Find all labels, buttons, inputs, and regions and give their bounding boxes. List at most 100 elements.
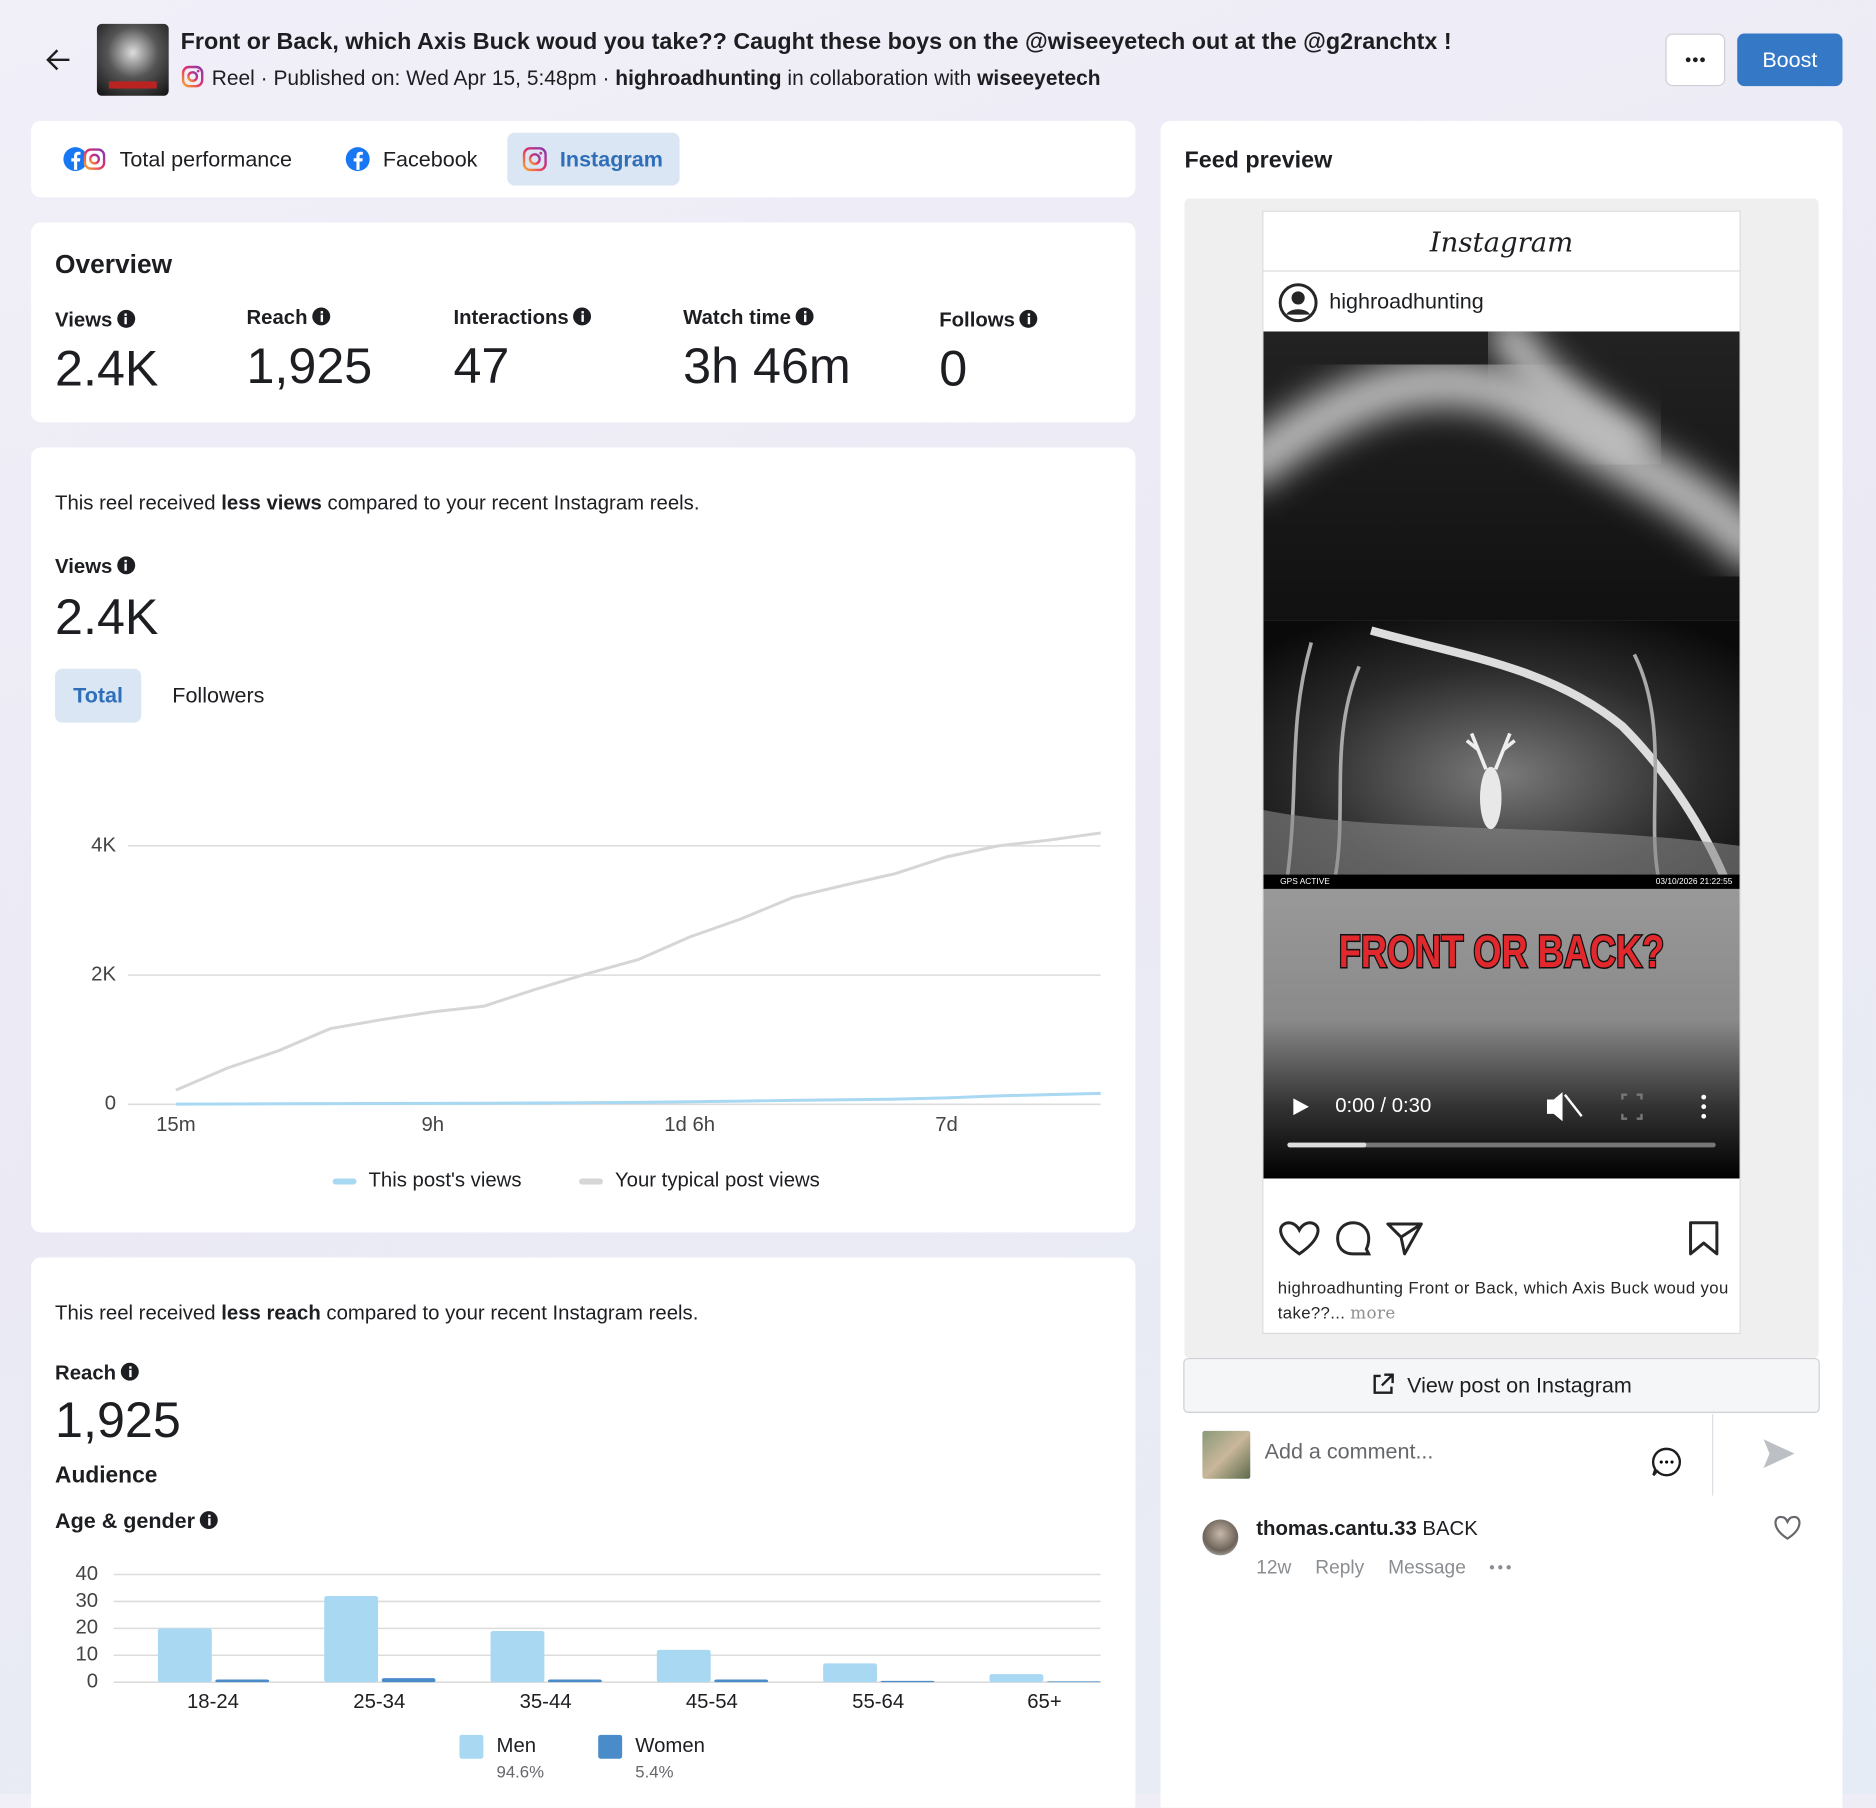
bar xyxy=(989,1674,1044,1683)
facebook-icon xyxy=(345,147,370,172)
overview-title: Overview xyxy=(55,248,173,279)
metric-value: 2.4K xyxy=(55,339,159,397)
view-post-label: View post on Instagram xyxy=(1407,1373,1632,1398)
metric-label: Views xyxy=(55,308,113,332)
bar xyxy=(880,1680,935,1683)
account[interactable]: highroadhunting xyxy=(615,65,782,90)
overview-card: Overview Views 2.4K Reach 1,925 Interactio… xyxy=(31,222,1136,423)
send-icon[interactable] xyxy=(1761,1437,1797,1471)
caption-text: Front or Back, which Axis Buck woud you … xyxy=(1277,1277,1729,1323)
tab[interactable]: Total performance xyxy=(48,133,309,186)
comment-icon[interactable] xyxy=(1336,1221,1372,1256)
tab-label: Instagram xyxy=(559,147,663,172)
post-meta: Reel · Published on: Wed Apr 15, 5:48pm … xyxy=(181,65,1101,91)
toggle[interactable]: Followers xyxy=(172,683,265,708)
published: · Published on: Wed Apr 15, 5:48pm · xyxy=(260,65,610,90)
like-icon[interactable] xyxy=(1279,1221,1320,1256)
metric: Views 2.4K xyxy=(55,309,158,398)
comment-input[interactable]: Add a comment... xyxy=(1264,1439,1434,1464)
comment-user[interactable]: thomas.cantu.33 xyxy=(1256,1517,1417,1540)
emoji-icon[interactable] xyxy=(1651,1446,1682,1477)
view-post-button[interactable]: View post on Instagram xyxy=(1183,1357,1820,1413)
x-tick-label: 65+ xyxy=(1027,1691,1061,1713)
notice-emphasis: less views xyxy=(221,491,322,515)
reply-link[interactable]: Reply xyxy=(1315,1557,1365,1579)
legend-swatch xyxy=(332,1178,357,1185)
views-label: Views xyxy=(55,555,136,579)
info-icon[interactable] xyxy=(795,307,814,326)
tab[interactable]: Facebook xyxy=(330,133,494,186)
legend-share: 5.4% xyxy=(635,1763,673,1782)
label: Reach xyxy=(55,1361,117,1385)
message-link[interactable]: Message xyxy=(1388,1557,1466,1579)
post-type: Reel xyxy=(211,65,255,90)
x-tick-label: 1d 6h xyxy=(664,1114,715,1136)
camera-status: GPS ACTIVE xyxy=(1280,876,1330,886)
y-tick-label: 2K xyxy=(91,963,116,985)
progress-track[interactable] xyxy=(1287,1142,1716,1148)
share-icon[interactable] xyxy=(1386,1222,1423,1256)
collaborator[interactable]: wiseeyetech xyxy=(977,65,1101,90)
instagram-post: Instagram highroadhunting GPS ACTIVE 0 xyxy=(1262,210,1741,1335)
commenter-avatar xyxy=(1202,1430,1251,1479)
bar xyxy=(215,1679,270,1683)
y-tick-label: 0 xyxy=(105,1093,116,1115)
back-button[interactable] xyxy=(45,48,71,72)
legend-swatch xyxy=(598,1734,623,1759)
play-icon[interactable] xyxy=(1293,1098,1309,1116)
comment-more[interactable] xyxy=(1487,1561,1513,1573)
bar xyxy=(157,1628,212,1683)
info-icon[interactable] xyxy=(117,309,136,328)
tab-active[interactable]: Instagram xyxy=(507,132,680,186)
username[interactable]: highroadhunting xyxy=(1329,289,1484,314)
audience-title: Audience xyxy=(55,1463,158,1489)
progress-fill xyxy=(1287,1142,1367,1148)
caption: highroadhunting Front or Back, which Axi… xyxy=(1278,1275,1733,1326)
video[interactable]: GPS ACTIVE 03/10/2026 21:22:55 FRONT OR … xyxy=(1263,331,1740,1179)
legend-label: Women xyxy=(635,1735,705,1757)
info-icon[interactable] xyxy=(1019,309,1038,328)
toggle-active[interactable]: Total xyxy=(55,668,142,723)
info-icon[interactable] xyxy=(117,556,136,575)
comment-age: 12w xyxy=(1256,1557,1292,1579)
views-value: 2.4K xyxy=(55,588,159,645)
tabs-card: Total performance Facebook Instagram xyxy=(31,120,1136,198)
metric: Reach 1,925 xyxy=(246,306,372,395)
info-icon[interactable] xyxy=(120,1362,139,1381)
bar xyxy=(714,1679,769,1683)
metric: Interactions 47 xyxy=(453,306,592,395)
info-icon[interactable] xyxy=(312,307,331,326)
metric-label: Interactions xyxy=(453,306,569,330)
legend-swatch xyxy=(579,1178,604,1185)
feed-preview-card: Feed preview Instagram highroadhunting xyxy=(1160,120,1843,1808)
metric: Follows 0 xyxy=(939,308,1038,398)
info-icon[interactable] xyxy=(199,1511,218,1530)
metric-label: Follows xyxy=(939,308,1015,332)
series-line xyxy=(175,831,1101,1092)
notice-text: compared to your recent Instagram reels. xyxy=(327,491,700,515)
more-link[interactable]: more xyxy=(1350,1304,1396,1324)
mute-icon[interactable] xyxy=(1546,1092,1583,1122)
bar xyxy=(823,1663,877,1683)
y-tick-label: 40 xyxy=(75,1563,98,1585)
series-line xyxy=(175,1091,1101,1106)
bar xyxy=(490,1631,545,1683)
save-icon[interactable] xyxy=(1689,1221,1719,1256)
external-icon xyxy=(1373,1373,1394,1394)
comment-like[interactable] xyxy=(1773,1515,1802,1541)
more-button[interactable] xyxy=(1665,33,1726,87)
video-overlay: FRONT OR BACK? xyxy=(1339,926,1664,977)
metric-value: 3h 46m xyxy=(683,337,851,394)
fullscreen-icon[interactable] xyxy=(1621,1093,1643,1120)
avatar-icon xyxy=(1278,283,1318,323)
x-tick-label: 9h xyxy=(421,1114,444,1136)
tab-label: Facebook xyxy=(382,147,478,172)
boost-button[interactable]: Boost xyxy=(1737,33,1843,87)
instagram-icon xyxy=(181,65,204,88)
info-icon[interactable] xyxy=(573,307,592,326)
metric-value: 1,925 xyxy=(246,337,373,394)
post-title: Front or Back, which Axis Buck woud you … xyxy=(180,28,1452,56)
caption-user[interactable]: highroadhunting xyxy=(1277,1277,1404,1297)
post-actions xyxy=(1279,1221,1719,1256)
